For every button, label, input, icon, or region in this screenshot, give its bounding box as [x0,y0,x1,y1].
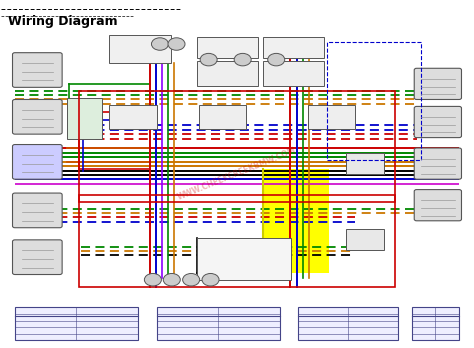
FancyBboxPatch shape [414,106,462,137]
Circle shape [145,274,161,286]
Circle shape [202,274,219,286]
Bar [79,195,395,287]
Bar [299,307,398,340]
Bar [263,61,324,86]
FancyBboxPatch shape [12,240,62,275]
Bar [109,35,171,63]
FancyBboxPatch shape [12,100,62,134]
Circle shape [234,53,251,66]
Bar [308,105,355,129]
FancyBboxPatch shape [12,193,62,228]
Bar [197,238,292,280]
Bar [79,91,395,202]
Circle shape [182,274,200,286]
FancyBboxPatch shape [12,53,62,87]
Circle shape [163,274,180,286]
Bar [197,61,258,86]
Circle shape [268,53,285,66]
FancyBboxPatch shape [414,190,462,221]
Bar [327,42,421,160]
Circle shape [152,38,168,50]
FancyBboxPatch shape [414,68,462,100]
Text: WWW.CHEEKCREEKBMW.COM: WWW.CHEEKCREEKBMW.COM [176,146,298,202]
Text: Wiring Diagram: Wiring Diagram [8,15,118,28]
Circle shape [200,53,217,66]
Circle shape [168,38,185,50]
Bar [199,105,246,129]
Bar [197,37,258,58]
Bar [67,98,102,139]
Bar [109,105,156,129]
Bar [263,37,324,58]
Bar [15,307,138,340]
FancyBboxPatch shape [12,144,62,179]
Bar [346,153,383,174]
Bar [263,169,329,273]
FancyBboxPatch shape [414,148,462,179]
Bar [156,307,280,340]
Bar [346,229,383,250]
Bar [412,307,459,340]
